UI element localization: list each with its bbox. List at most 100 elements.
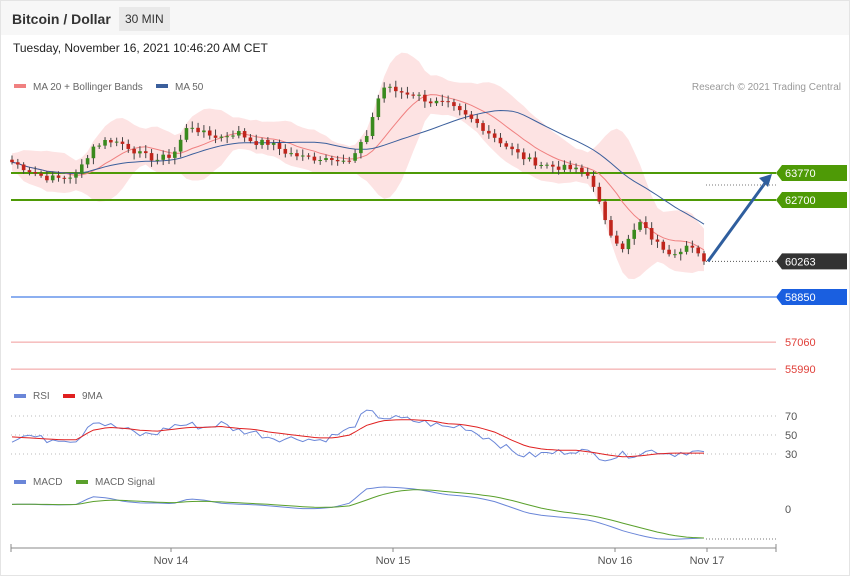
candle-body	[324, 158, 328, 161]
candle-body	[620, 243, 625, 250]
candle-body	[312, 156, 317, 161]
candle-body	[167, 154, 171, 158]
candle-body	[684, 245, 689, 252]
candle-body	[341, 160, 346, 162]
candle-body	[283, 148, 288, 154]
candle-body	[271, 143, 276, 145]
legend-macd-signal-label: MACD Signal	[95, 477, 155, 488]
candle-body	[10, 159, 14, 163]
rsi-ma-line	[11, 419, 704, 458]
macd-signal-line	[11, 489, 705, 539]
candle-body	[649, 228, 654, 240]
candle-body	[545, 164, 549, 166]
candle-body	[481, 123, 485, 131]
candle-body	[690, 245, 695, 248]
candle-body	[609, 220, 613, 236]
candle-body	[353, 153, 357, 161]
candle-body	[97, 145, 102, 147]
candle-body	[16, 162, 20, 165]
candle-body	[318, 160, 323, 162]
candle-body	[434, 100, 439, 104]
legend-ma20-label: MA 20 + Bollinger Bands	[33, 82, 143, 93]
candle-body	[79, 164, 84, 174]
rsi-tick-30: 30	[785, 449, 797, 461]
legend-rsi-label: RSI	[33, 391, 50, 402]
chart-header: Bitcoin / Dollar 30 MIN	[1, 1, 849, 35]
candle-body	[667, 249, 671, 255]
candle-body	[655, 239, 660, 242]
candle-body	[411, 94, 416, 96]
candle-body	[702, 253, 706, 262]
candle-body	[56, 175, 61, 178]
candle-body	[393, 86, 398, 92]
candle-body	[109, 140, 113, 143]
candle-body	[510, 146, 514, 150]
rsi-tick-50: 50	[785, 430, 797, 442]
rsi-tick-70: 70	[785, 411, 797, 423]
legend-ma20-swatch	[14, 84, 26, 88]
candle-body	[289, 153, 293, 155]
x-tick-label: Nov 15	[376, 555, 411, 567]
candle-body	[521, 152, 526, 160]
candle-body	[388, 86, 392, 88]
candle-body	[114, 141, 119, 143]
candle-body	[161, 154, 165, 160]
macd-line	[11, 486, 705, 540]
candle-body	[196, 127, 200, 133]
candle-body	[516, 149, 520, 153]
x-tick-label: Nov 16	[598, 555, 633, 567]
candle-body	[248, 137, 253, 142]
candle-body	[62, 177, 67, 179]
candle-body	[568, 164, 573, 170]
candle-body	[33, 172, 38, 174]
candle-body	[219, 136, 224, 138]
candle-body	[428, 101, 433, 104]
candle-body	[614, 235, 619, 244]
candle-body	[91, 146, 96, 159]
candle-body	[50, 175, 55, 181]
ma20-line	[11, 94, 705, 251]
candle-body	[21, 164, 26, 171]
candle-body	[359, 142, 363, 154]
legend-ma50-swatch	[156, 84, 168, 88]
candle-body	[364, 135, 369, 143]
candle-body	[382, 87, 386, 99]
ma50-line	[11, 109, 705, 225]
candle-body	[155, 159, 160, 161]
candle-body	[103, 140, 107, 146]
candle-body	[626, 238, 631, 250]
candle-body	[696, 247, 700, 254]
interval-badge[interactable]: 30 MIN	[119, 7, 170, 31]
candle-body	[242, 131, 247, 138]
candle-body	[190, 127, 195, 129]
candle-body	[213, 135, 218, 138]
candle-body	[498, 137, 503, 144]
candle-body	[533, 157, 538, 166]
candle-body	[678, 251, 683, 255]
candle-body	[551, 164, 555, 167]
candle-body	[143, 151, 148, 154]
candle-body	[347, 160, 352, 162]
candle-body	[173, 151, 177, 158]
candle-body	[266, 139, 270, 145]
level-tag-58850	[776, 289, 847, 305]
level-label-63770: 63770	[785, 168, 816, 180]
candle-body	[446, 101, 450, 103]
candle-body	[306, 155, 311, 157]
candle-body	[126, 143, 131, 149]
candle-body	[184, 128, 189, 140]
forecast-arrowhead	[759, 174, 772, 187]
candle-body	[330, 158, 334, 160]
legend-rsi-swatch	[14, 394, 26, 398]
candle-body	[277, 143, 282, 149]
level-label-60263: 60263	[785, 256, 816, 268]
candle-body	[632, 229, 637, 239]
candle-body	[178, 139, 183, 152]
candle-body	[452, 102, 456, 107]
candle-body	[85, 158, 90, 165]
candle-body	[236, 131, 241, 136]
candle-body	[417, 94, 421, 96]
candle-body	[475, 118, 480, 124]
candle-body	[638, 222, 642, 230]
